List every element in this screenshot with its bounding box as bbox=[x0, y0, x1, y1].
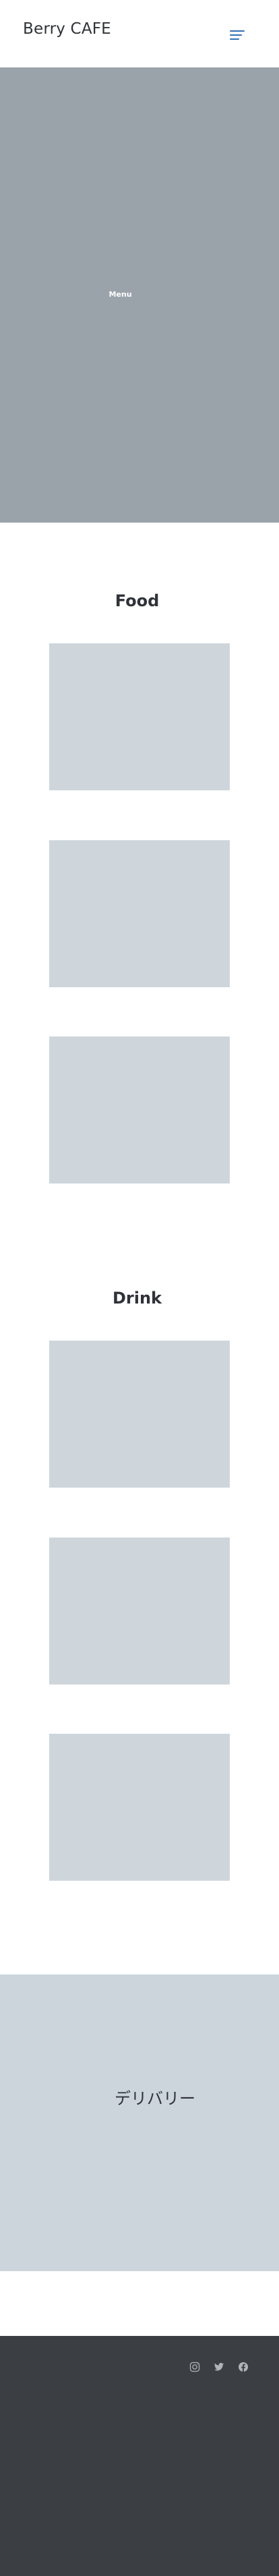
drink-item-image bbox=[49, 1538, 230, 1685]
delivery-section: デリバリー bbox=[0, 1974, 279, 2271]
hero-banner: Menu bbox=[0, 67, 279, 523]
hero-title: Menu bbox=[108, 290, 132, 299]
menu-line bbox=[230, 34, 242, 36]
instagram-icon[interactable] bbox=[189, 2362, 200, 2372]
menu-line bbox=[230, 38, 239, 40]
drink-heading: Drink bbox=[112, 1289, 162, 1308]
site-logo[interactable]: Berry CAFE bbox=[23, 20, 111, 38]
site-header: Berry CAFE bbox=[0, 0, 279, 67]
food-item-image bbox=[49, 1036, 230, 1183]
food-item-image bbox=[49, 840, 230, 987]
drink-item-image bbox=[49, 1341, 230, 1488]
facebook-icon[interactable] bbox=[238, 2362, 249, 2372]
site-footer bbox=[0, 2336, 279, 2576]
food-item-image bbox=[49, 643, 230, 790]
drink-item-image bbox=[49, 1734, 230, 1881]
food-heading: Food bbox=[115, 591, 160, 610]
twitter-icon[interactable] bbox=[214, 2362, 224, 2372]
delivery-title: デリバリー bbox=[115, 2089, 195, 2108]
hamburger-menu-icon[interactable] bbox=[230, 29, 246, 42]
menu-line bbox=[230, 30, 245, 32]
